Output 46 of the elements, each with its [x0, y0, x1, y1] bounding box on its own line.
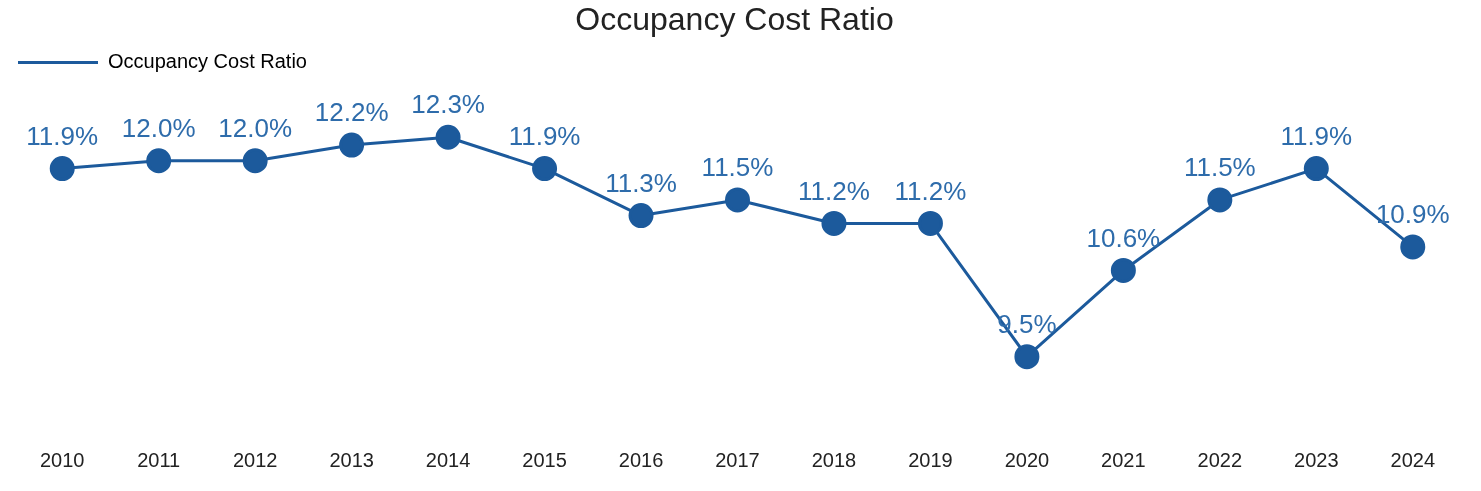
point — [49, 156, 75, 182]
x-tick-label: 2018 — [811, 448, 857, 471]
data-label: 11.3% — [605, 167, 677, 198]
data-label: 11.9% — [508, 120, 581, 151]
x-tick-label: 2011 — [137, 448, 181, 471]
data-label: 10.9% — [1375, 199, 1450, 230]
point — [1014, 344, 1040, 370]
point — [242, 148, 268, 174]
data-label: 12.0% — [218, 112, 293, 143]
data-label: 11.2% — [894, 175, 967, 206]
x-tick-label: 2021 — [1101, 448, 1146, 471]
point — [1303, 156, 1329, 182]
x-tick-label: 2013 — [329, 448, 374, 471]
point — [532, 156, 558, 182]
data-label: 10.6% — [1086, 222, 1161, 253]
point — [821, 210, 847, 236]
data-label: 11.9% — [26, 120, 99, 151]
x-tick-label: 2010 — [39, 448, 85, 471]
x-tick-label: 2020 — [1004, 448, 1050, 471]
x-tick-label: 2024 — [1390, 448, 1436, 471]
data-label: 11.9% — [1280, 120, 1353, 151]
point — [628, 203, 654, 229]
x-tick-label: 2016 — [618, 448, 664, 471]
data-label: 11.5% — [701, 152, 774, 183]
x-tick-label: 2014 — [425, 448, 471, 471]
data-label: 12.0% — [121, 112, 196, 143]
x-tick-label: 2019 — [908, 448, 953, 471]
point — [725, 187, 750, 213]
x-tick-label: 2017 — [715, 448, 760, 471]
data-label: 12.2% — [314, 97, 389, 128]
x-tick-label: 2022 — [1197, 448, 1243, 471]
data-label: 12.3% — [411, 89, 485, 120]
data-label: 11.2% — [798, 175, 870, 206]
x-tick-label: 2015 — [522, 448, 567, 471]
point — [146, 148, 172, 174]
point — [1400, 234, 1426, 260]
x-tick-label: 2012 — [232, 448, 278, 471]
data-label: 11.5% — [1183, 152, 1256, 183]
legend-label: Occupancy Cost Ratio — [108, 49, 307, 72]
point — [435, 124, 461, 150]
point — [339, 132, 365, 158]
point — [917, 210, 943, 236]
point — [1207, 187, 1233, 213]
x-tick-label: 2023 — [1294, 448, 1339, 471]
chart-title: Occupancy Cost Ratio — [575, 1, 894, 38]
point — [1110, 257, 1136, 283]
